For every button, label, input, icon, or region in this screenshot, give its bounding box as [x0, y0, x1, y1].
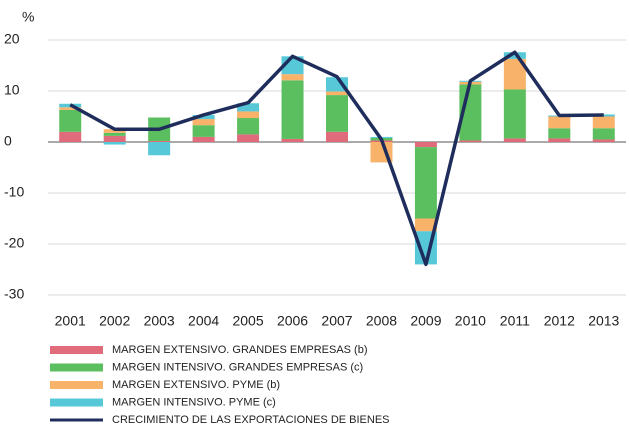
bar-segment — [281, 138, 304, 142]
bar-segment — [103, 135, 126, 142]
y-tick-label: 20 — [4, 31, 20, 47]
bar-segment — [281, 80, 304, 139]
bar-segment — [192, 136, 215, 142]
bar-segment — [503, 52, 526, 59]
legend-label: MARGEN EXTENSIVO. PYME (b) — [112, 379, 280, 391]
x-tick-label: 2005 — [232, 313, 263, 329]
line — [69, 50, 604, 267]
bar-segment — [414, 147, 437, 219]
bar-segment — [148, 142, 171, 156]
y-tick-label: -30 — [4, 286, 24, 302]
legend-label: MARGEN INTENSIVO. GRANDES EMPRESAS (c) — [112, 361, 363, 373]
bar-segment — [237, 103, 260, 112]
x-tick-label: 2013 — [588, 313, 619, 329]
x-tick-label: 2006 — [277, 313, 308, 329]
bar-segment — [548, 128, 571, 139]
bar-segment — [592, 116, 615, 129]
y-tick-label: 10 — [4, 82, 20, 98]
bar-segment — [414, 218, 437, 232]
x-tick-label: 2001 — [55, 313, 86, 329]
x-tick-label: 2007 — [321, 313, 352, 329]
bar-segment — [59, 131, 82, 142]
bar-segment — [326, 95, 348, 132]
bar-segment — [592, 139, 615, 142]
bar-segment — [103, 132, 126, 136]
y-tick-label: 0 — [4, 133, 12, 149]
bar-segment — [192, 125, 215, 137]
legend-swatch — [50, 381, 103, 389]
bar-segment — [548, 116, 571, 129]
x-tick-label: 2002 — [99, 313, 130, 329]
bar-segment — [503, 138, 526, 142]
bar-segment — [237, 134, 260, 142]
bar-segment — [414, 142, 437, 148]
bar-segment — [281, 74, 304, 81]
bar-segment — [237, 118, 260, 135]
bar-segment — [326, 77, 348, 92]
x-tick-label: 2004 — [188, 313, 219, 329]
x-tick-label: 2011 — [500, 313, 530, 329]
x-tick-label: 2009 — [410, 313, 441, 329]
bar-segment — [192, 119, 215, 126]
bar-segment — [148, 140, 171, 142]
y-tick-label: -20 — [4, 235, 24, 251]
bar-segment — [592, 128, 615, 140]
bar-segment — [103, 129, 126, 133]
bar-segment — [237, 111, 260, 119]
bar-segment — [548, 138, 571, 142]
bar-segment — [59, 109, 82, 132]
legend-label: MARGEN INTENSIVO. PYME (c) — [112, 396, 276, 408]
bar-segment — [103, 142, 126, 145]
legend-label: MARGEN EXTENSIVO. GRANDES EMPRESAS (b) — [112, 344, 368, 356]
legend-swatch — [50, 363, 103, 372]
x-tick-label: 2010 — [455, 313, 486, 329]
y-tick-label: -10 — [4, 184, 24, 200]
bar-segment — [192, 114, 215, 120]
x-tick-label: 2008 — [366, 313, 397, 329]
legend-label: CRECIMIENTO DE LAS EXPORTACIONES DE BIEN… — [112, 414, 390, 426]
bar-segment — [59, 107, 82, 110]
x-tick-label: 2012 — [544, 313, 575, 329]
bar-segment — [503, 89, 526, 139]
unit-label: % — [22, 9, 34, 25]
legend-swatch — [50, 346, 103, 354]
bar-segment — [326, 131, 348, 142]
legend-swatch — [50, 398, 103, 407]
bar-segment — [503, 58, 526, 90]
bar-segment — [326, 91, 348, 96]
x-tick-label: 2003 — [144, 313, 175, 329]
bar-segment — [459, 140, 482, 142]
